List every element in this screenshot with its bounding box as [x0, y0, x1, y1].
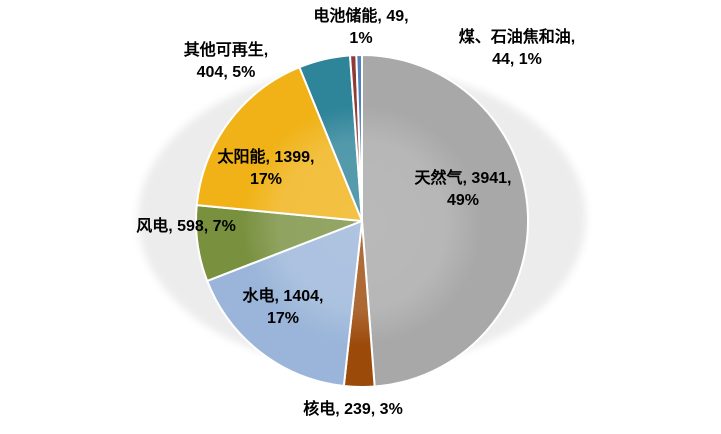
pie-center-highlight	[242, 105, 482, 345]
